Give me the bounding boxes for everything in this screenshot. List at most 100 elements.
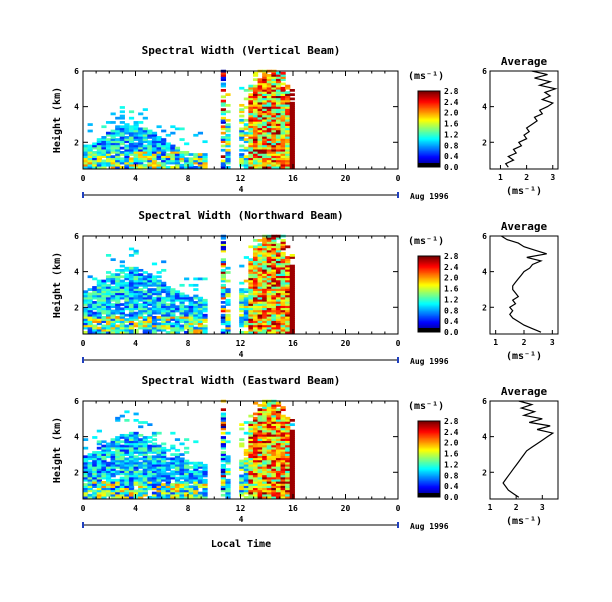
heatmap-cell [174,463,181,467]
heatmap-cell [83,476,89,480]
heatmap-cell [138,296,144,300]
heatmap-cell [92,142,98,146]
heatmap-cell [275,440,282,444]
heatmap-cell [289,136,295,139]
heatmap-cell [220,236,227,240]
heatmap-cell [161,457,167,461]
x-axis-label: Local Time [211,538,271,550]
heatmap-cell [257,431,263,435]
heatmap-cell [170,303,176,306]
heatmap-cell [110,489,116,493]
heatmap-cell [252,301,259,304]
heatmap-cell [248,433,254,437]
heatmap-cell [156,142,162,146]
x-tick-label: 2 [522,338,527,347]
heatmap-cell [92,290,98,294]
heatmap-cell [161,318,167,321]
heatmap-cell [257,112,263,116]
heatmap-cell [138,140,144,144]
heatmap-cell [87,485,93,489]
heatmap-cell [147,296,153,300]
heatmap-cell [262,301,268,304]
heatmap-cell [193,474,199,478]
heatmap-cell [138,281,144,285]
heatmap-cell [115,275,121,279]
heatmap-cell [92,491,98,495]
heatmap-cell [262,142,268,146]
heatmap-cell [266,84,272,88]
heatmap-cell [257,472,263,476]
heatmap-cell [248,95,254,99]
heatmap-cell [124,330,130,334]
heatmap-cell [285,161,291,165]
heatmap-cell [285,444,291,448]
heatmap-cell [280,251,286,255]
heatmap-cell [138,127,144,131]
date-label: Aug 1996 [410,192,449,201]
heatmap-cell [262,268,268,272]
heatmap-cell [243,457,249,461]
heatmap-cell [252,159,259,163]
heatmap-cell [239,108,245,111]
heatmap-cell [271,268,277,272]
heatmap-cell [105,311,112,315]
heatmap-cell [161,281,167,285]
heatmap-cell [151,311,158,315]
average-x-label: (ms⁻¹) [506,186,542,197]
heatmap-cell [105,493,112,497]
heatmap-cell [101,286,107,289]
heatmap-cell [147,307,153,311]
heatmap-cell [285,114,291,118]
heatmap-cell [193,277,199,281]
heatmap-cell [252,88,259,92]
heatmap-cell [280,481,286,484]
y-tick-label: 2 [482,468,487,477]
heatmap-cell [138,163,144,167]
heatmap-cell [243,148,249,152]
heatmap-cell [87,161,93,165]
heatmap-cell [87,474,93,478]
heatmap-cell [87,275,93,279]
heatmap-cell [170,296,176,300]
heatmap-cell [239,320,245,324]
heatmap-cell [220,414,227,418]
heatmap-cell [252,144,259,148]
heatmap-cell [128,253,135,257]
heatmap-cell [252,457,259,461]
colorbar-swatch [418,459,440,461]
heatmap-cell [252,476,259,480]
heatmap-cell [138,307,144,311]
heatmap-cell [119,448,125,452]
colorbar-swatch [418,154,440,157]
heatmap-cell [285,129,291,133]
heatmap-cell [262,313,268,317]
heatmap-cell [266,446,272,450]
heatmap-cell [289,97,295,101]
heatmap-cell [289,324,295,328]
heatmap-cell [248,491,254,495]
heatmap-cell [142,457,148,461]
heatmap-cell [262,91,268,94]
heatmap-cell [128,275,135,279]
heatmap-cell [147,485,153,489]
x-tick-label: 12 [236,504,246,513]
heatmap-cell [262,279,268,283]
heatmap-cell [110,292,116,296]
heatmap-cell [124,290,130,294]
heatmap-cell [275,481,282,484]
heatmap-cell [105,461,112,465]
heatmap-cell [248,112,254,116]
heatmap-cell [248,163,254,167]
heatmap-cell [124,125,130,129]
heatmap-cell [262,436,268,439]
colorbar-tick-label: 2.8 [444,252,459,261]
heatmap-cell [285,320,291,324]
heatmap-cell [285,296,291,300]
heatmap-cell [142,165,148,169]
heatmap-cell [147,324,153,328]
colorbar-swatch [418,304,440,306]
heatmap-cell [280,78,286,82]
heatmap-cell [262,95,268,99]
heatmap-cell [252,470,259,474]
heatmap-cell [105,470,112,474]
